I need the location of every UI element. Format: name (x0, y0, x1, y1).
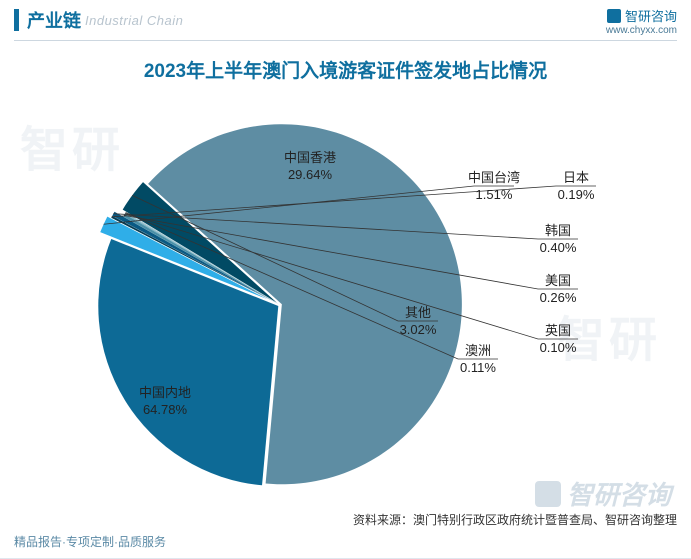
slice-label-中国内地: 中国内地64.78% (139, 385, 191, 419)
brand-url: www.chyxx.com (606, 25, 677, 36)
header-rule (14, 40, 677, 41)
slice-label-美国: 美国0.26% (540, 273, 577, 307)
pie-chart: 中国香港29.64% 中国内地64.78% 中国台湾1.51% 日本0.19% 韩国0.… (0, 95, 691, 490)
source-text: 资料来源：澳门特别行政区政府统计暨普查局、智研咨询整理 (353, 511, 677, 528)
watermark-logo-icon (535, 481, 561, 507)
header-tag-cn: 产业链 (27, 7, 81, 33)
slice-label-韩国: 韩国0.40% (540, 223, 577, 257)
brand-block: 智研咨询 www.chyxx.com (606, 6, 677, 36)
slice-label-英国: 英国0.10% (540, 323, 577, 357)
slice-label-中国香港: 中国香港29.64% (284, 150, 336, 184)
footer-text: 精品报告·专项定制·品质服务 (14, 533, 166, 550)
slice-label-日本: 日本0.19% (558, 170, 595, 204)
header-accent-bar (14, 9, 19, 31)
pie-svg (0, 95, 691, 490)
chart-title: 2023年上半年澳门入境游客证件签发地占比情况 (0, 56, 691, 83)
header: 产业链 Industrial Chain 智研咨询 www.chyxx.com (0, 0, 691, 40)
slice-label-其他: 其他3.02% (400, 305, 437, 339)
watermark-bottom: 智研咨询 (535, 475, 671, 512)
header-tag-en: Industrial Chain (85, 13, 183, 28)
slice-label-澳洲: 澳洲0.11% (460, 343, 496, 377)
brand-name: 智研咨询 (625, 6, 677, 25)
watermark-text: 智研咨询 (567, 475, 671, 512)
slice-label-中国台湾: 中国台湾1.51% (468, 170, 520, 204)
brand-logo-icon (607, 9, 621, 23)
chart-card: 智研 智研 产业链 Industrial Chain 智研咨询 www.chyx… (0, 0, 691, 559)
